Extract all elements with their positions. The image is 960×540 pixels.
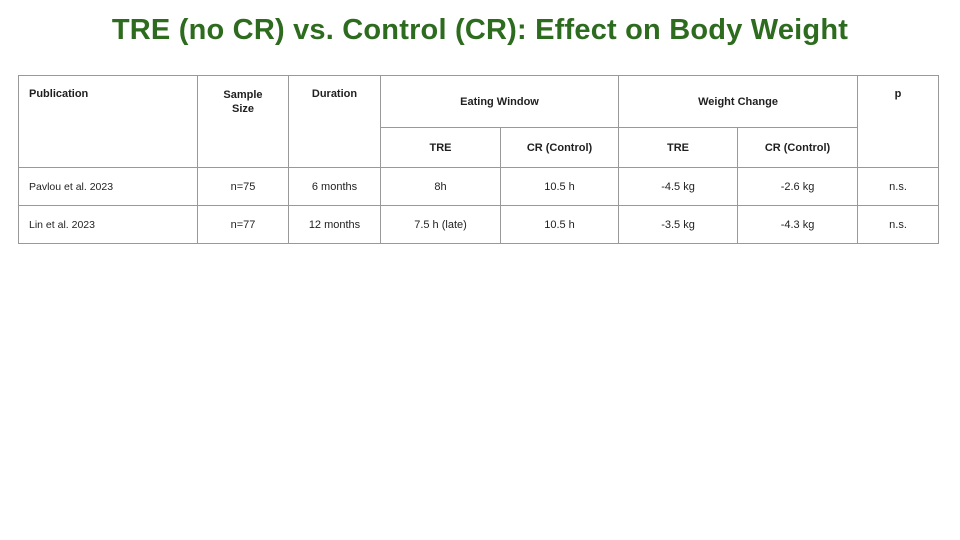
cell-eating-window-tre: 7.5 h (late) [380, 205, 501, 244]
cell-eating-window-cr: 10.5 h [499, 167, 620, 206]
header-row-top: Publication Sample Size Duration Eating … [18, 75, 940, 168]
subheader-weight-change-tre: TRE [618, 127, 739, 168]
column-header-publication: Publication [18, 75, 198, 168]
subheader-eating-window-cr-control: CR (Control) [499, 127, 620, 168]
cell-weight-change-cr: -2.6 kg [737, 167, 859, 206]
subheader-weight-change-cr-control: CR (Control) [737, 127, 859, 168]
cell-weight-change-tre: -4.5 kg [618, 167, 739, 206]
column-group-weight-change: Weight Change [618, 75, 859, 128]
cell-publication: Lin et al. 2023 [18, 205, 198, 244]
page-title: TRE (no CR) vs. Control (CR): Effect on … [111, 14, 849, 46]
cell-eating-window-tre: 8h [380, 167, 501, 206]
cell-duration: 12 months [288, 205, 381, 244]
column-header-sample-size: Sample Size [197, 75, 289, 168]
cell-weight-change-tre: -3.5 kg [618, 205, 739, 244]
column-header-duration: Duration [288, 75, 381, 168]
cell-sample-size: n=77 [197, 205, 289, 244]
cell-p-value: n.s. [857, 205, 940, 244]
cell-duration: 6 months [288, 167, 381, 206]
column-header-p-value: p [857, 75, 940, 168]
cell-p-value: n.s. [857, 167, 940, 206]
study-comparison-table: Publication Sample Size Duration Eating … [18, 75, 940, 244]
cell-weight-change-cr: -4.3 kg [737, 205, 859, 244]
header-row-sub: TRE CR (Control) TRE CR (Control) [19, 127, 939, 168]
cell-eating-window-cr: 10.5 h [499, 205, 620, 244]
column-group-eating-window: Eating Window [379, 75, 620, 128]
table-row: Lin et al. 2023 n=77 12 months 7.5 h (la… [18, 205, 940, 244]
column-header-sample-size-label: Sample Size [223, 89, 263, 116]
cell-publication: Pavlou et al. 2023 [18, 167, 198, 206]
subheader-eating-window-tre: TRE [380, 127, 501, 168]
cell-sample-size: n=75 [197, 167, 289, 206]
table-row: Pavlou et al. 2023 n=75 6 months 8h 10.5… [18, 167, 940, 206]
